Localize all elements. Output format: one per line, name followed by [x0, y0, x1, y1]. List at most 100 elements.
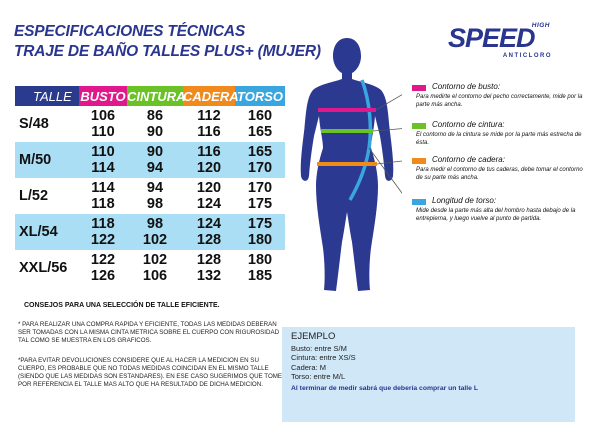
- cadera-cell: 124 128: [183, 214, 235, 250]
- legend-waist-desc: El contorno de la cintura se mide por la…: [416, 132, 582, 146]
- example-title: EJEMPLO: [291, 331, 336, 342]
- torso-min: 160: [247, 108, 273, 124]
- page-subtitle: TRAJE DE BAÑO TALLES PLUS+ (MUJER): [14, 43, 321, 60]
- legend-torso-title: Longitud de torso:: [432, 196, 497, 205]
- size-label: L/52: [15, 178, 79, 214]
- example-line-busto: Busto: entre S/M: [291, 344, 347, 353]
- busto-max: 122: [90, 232, 116, 248]
- cadera-cell: 128 132: [183, 250, 235, 286]
- busto-min: 106: [90, 108, 116, 124]
- cadera-cell: 112 116: [183, 106, 235, 142]
- header-cadera: CADERA: [183, 86, 239, 106]
- body-silhouette-illustration: [300, 38, 402, 291]
- torso-cell: 170 175: [235, 178, 285, 214]
- tip-returns: *PARA EVITAR DEVOLUCIONES CONSIDERE QUE …: [18, 357, 283, 388]
- cintura-max: 94: [146, 160, 164, 176]
- legend-hip-color: [412, 158, 426, 164]
- legend-bust: Contorno de busto: Para medirte el conto…: [412, 82, 588, 109]
- cadera-min: 120: [196, 180, 222, 196]
- brand-logo-name: SPEED: [448, 23, 536, 53]
- torso-min: 175: [247, 216, 273, 232]
- cintura-min: 94: [146, 180, 164, 196]
- table-row: S/48 106 110 86 90 112 116 160 165: [15, 106, 285, 142]
- torso-min: 165: [247, 144, 273, 160]
- torso-measure-line: [348, 79, 373, 201]
- busto-max: 110: [91, 124, 115, 140]
- torso-min: 170: [247, 180, 273, 196]
- torso-cell: 180 185: [235, 250, 285, 286]
- bust-measure-band: [318, 108, 376, 112]
- cadera-cell: 116 120: [183, 142, 235, 178]
- cintura-max: 98: [146, 196, 164, 212]
- torso-max: 185: [247, 268, 273, 284]
- cintura-max: 106: [142, 268, 168, 284]
- example-line-cintura: Cintura: entre XS/S: [291, 353, 356, 363]
- cadera-cell: 120 124: [183, 178, 235, 214]
- waist-pointer-line: [372, 128, 402, 132]
- header-busto: BUSTO: [79, 86, 127, 106]
- size-label: M/50: [15, 142, 79, 178]
- busto-cell: 118 122: [79, 214, 127, 250]
- cadera-min: 116: [197, 144, 221, 160]
- example-conclusion: Al terminar de medir sabrá que debería c…: [291, 384, 478, 392]
- size-label: S/48: [15, 106, 79, 142]
- table-row: M/50 110 114 90 94 116 120 165 170: [15, 142, 285, 178]
- cintura-max: 90: [146, 124, 164, 140]
- header-talle: TALLE: [15, 86, 79, 106]
- example-box: EJEMPLO Busto: entre S/M Cintura: entre …: [282, 327, 575, 422]
- cintura-min: 86: [146, 108, 164, 124]
- bust-pointer-line: [375, 94, 402, 111]
- busto-cell: 110 114: [79, 142, 127, 178]
- cintura-min: 102: [142, 252, 168, 268]
- busto-min: 118: [91, 216, 115, 232]
- busto-min: 114: [91, 180, 115, 196]
- torso-cell: 160 165: [235, 106, 285, 142]
- legend-torso: Longitud de torso: Mide desde la parte m…: [412, 196, 588, 223]
- waist-measure-band: [321, 129, 373, 133]
- header-torso: TORSO: [235, 86, 285, 106]
- torso-pointer-line: [368, 147, 402, 194]
- brand-logo-top: HIGH: [531, 22, 550, 29]
- legend-torso-desc: Mide desde la parte más alta del hombro …: [416, 208, 576, 222]
- brand-logo: HIGH SPEED ANTICLORO: [448, 22, 556, 62]
- torso-max: 165: [247, 124, 273, 140]
- cintura-min: 90: [146, 144, 164, 160]
- size-label: XL/54: [15, 214, 79, 250]
- torso-min: 180: [247, 252, 273, 268]
- cadera-max: 132: [196, 268, 222, 284]
- size-label: XXL/56: [15, 250, 79, 286]
- busto-cell: 122 126: [79, 250, 127, 286]
- legend-bust-color: [412, 85, 426, 91]
- tip-measure: * PARA REALIZAR UNA COMPRA RAPIDA Y EFIC…: [18, 321, 280, 344]
- example-line-torso: Torso: entre M/L: [291, 372, 346, 382]
- hip-measure-band: [317, 162, 377, 166]
- table-row: L/52 114 118 94 98 120 124 170 175: [15, 178, 285, 214]
- cadera-max: 120: [196, 160, 222, 176]
- cintura-cell: 86 90: [127, 106, 183, 142]
- cintura-cell: 94 98: [127, 178, 183, 214]
- torso-cell: 165 170: [235, 142, 285, 178]
- cadera-max: 116: [197, 124, 221, 140]
- busto-min: 110: [91, 144, 115, 160]
- legend-bust-title: Contorno de busto:: [432, 82, 501, 91]
- tips-heading: CONSEJOS PARA UNA SELECCIÓN DE TALLE EFI…: [24, 302, 220, 309]
- busto-max: 126: [90, 268, 116, 284]
- brand-logo-sub: ANTICLORO: [502, 53, 552, 59]
- torso-max: 170: [247, 160, 273, 176]
- table-row: XL/54 118 122 98 102 124 128 175 180: [15, 214, 285, 250]
- table-row: XXL/56 122 126 102 106 128 132 180 185: [15, 250, 285, 286]
- size-table: TALLE BUSTO CINTURA CADERA TORSO S/48 10…: [15, 86, 285, 286]
- torso-cell: 175 180: [235, 214, 285, 250]
- cintura-cell: 102 106: [127, 250, 183, 286]
- legend-hip-title: Contorno de cadera:: [432, 155, 505, 164]
- legend-waist-title: Contorno de cintura:: [432, 120, 505, 129]
- cintura-cell: 90 94: [127, 142, 183, 178]
- cadera-min: 128: [196, 252, 222, 268]
- cintura-cell: 98 102: [127, 214, 183, 250]
- cadera-min: 112: [197, 108, 221, 124]
- cadera-min: 124: [196, 216, 222, 232]
- torso-max: 180: [247, 232, 273, 248]
- legend-torso-color: [412, 199, 426, 205]
- busto-min: 122: [90, 252, 116, 268]
- busto-cell: 106 110: [79, 106, 127, 142]
